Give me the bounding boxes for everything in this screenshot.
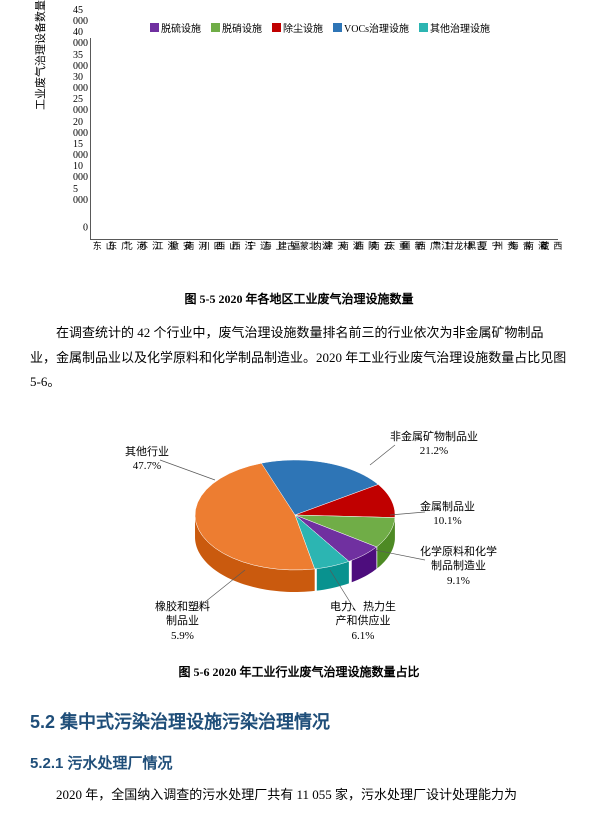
bar-xlabel: 西藏	[538, 239, 564, 249]
legend-label: VOCs治理设施	[344, 20, 409, 35]
bar-ytick: 30 000	[73, 72, 91, 94]
bar-ytick: 5 000	[73, 184, 91, 206]
pie-chart-figure: 非金属矿物制品业21.2% 金属制品业10.1% 化学原料和化学制品制造业9.1% 电…	[30, 405, 568, 655]
bar-chart-ylabel: 工业废气治理设备数量/套	[32, 0, 48, 110]
bar-chart-legend: 脱硫设施 脱硝设施 除尘设施 VOCs治理设施 其他治理设施	[150, 20, 490, 35]
legend-swatch	[272, 23, 281, 32]
bar-ytick: 40 000	[73, 27, 91, 49]
bar-ytick: 15 000	[73, 139, 91, 161]
bar-ytick: 10 000	[73, 161, 91, 183]
legend-swatch	[150, 23, 159, 32]
bar-ytick: 35 000	[73, 50, 91, 72]
legend-label: 其他治理设施	[430, 20, 490, 35]
legend-label: 脱硫设施	[161, 20, 201, 35]
pie-chart-caption: 图 5-6 2020 年工业行业废气治理设施数量占比	[30, 663, 568, 680]
pie-label: 其他行业47.7%	[125, 445, 169, 474]
pie-label: 非金属矿物制品业21.2%	[390, 430, 478, 459]
paragraph-2: 2020 年，全国纳入调查的污水处理厂共有 11 055 家，污水处理厂设计处理…	[30, 783, 568, 808]
bar-legend-item: VOCs治理设施	[333, 20, 409, 35]
legend-label: 脱硝设施	[222, 20, 262, 35]
legend-label: 除尘设施	[283, 20, 323, 35]
section-heading-5-2: 5.2 集中式污染治理设施污染治理情况	[30, 708, 568, 734]
pie-label: 金属制品业10.1%	[420, 500, 475, 529]
bar-ytick: 25 000	[73, 94, 91, 116]
bar-chart-figure: 脱硫设施脱硝设施除尘设施VOCs治理设施其他治理设施 工业废气治理设备数量/套 …	[30, 20, 568, 280]
paragraph-1: 在调查统计的 42 个行业中，废气治理设施数量排名前三的行业依次为非金属矿物制品…	[30, 321, 568, 395]
legend-swatch	[333, 23, 342, 32]
pie-chart-svg	[30, 405, 568, 635]
bar-chart-caption: 图 5-5 2020 年各地区工业废气治理设施数量	[30, 290, 568, 307]
bar-legend-item: 脱硫设施	[150, 20, 201, 35]
pie-label: 化学原料和化学制品制造业9.1%	[420, 545, 497, 588]
bar-ytick: 45 000	[73, 5, 91, 27]
bar-legend-item: 其他治理设施	[419, 20, 490, 35]
bar-chart-plot: 05 00010 00015 00020 00025 00030 00035 0…	[90, 38, 558, 240]
bar-ytick: 0	[83, 223, 91, 234]
bar-ytick: 20 000	[73, 117, 91, 139]
legend-swatch	[419, 23, 428, 32]
pie-label: 电力、热力生产和供应业6.1%	[330, 600, 396, 643]
legend-swatch	[211, 23, 220, 32]
pie-label: 橡胶和塑料制品业5.9%	[155, 600, 210, 643]
bar-legend-item: 除尘设施	[272, 20, 323, 35]
subsection-heading-5-2-1: 5.2.1 污水处理厂情况	[30, 752, 568, 773]
bar-legend-item: 脱硝设施	[211, 20, 262, 35]
